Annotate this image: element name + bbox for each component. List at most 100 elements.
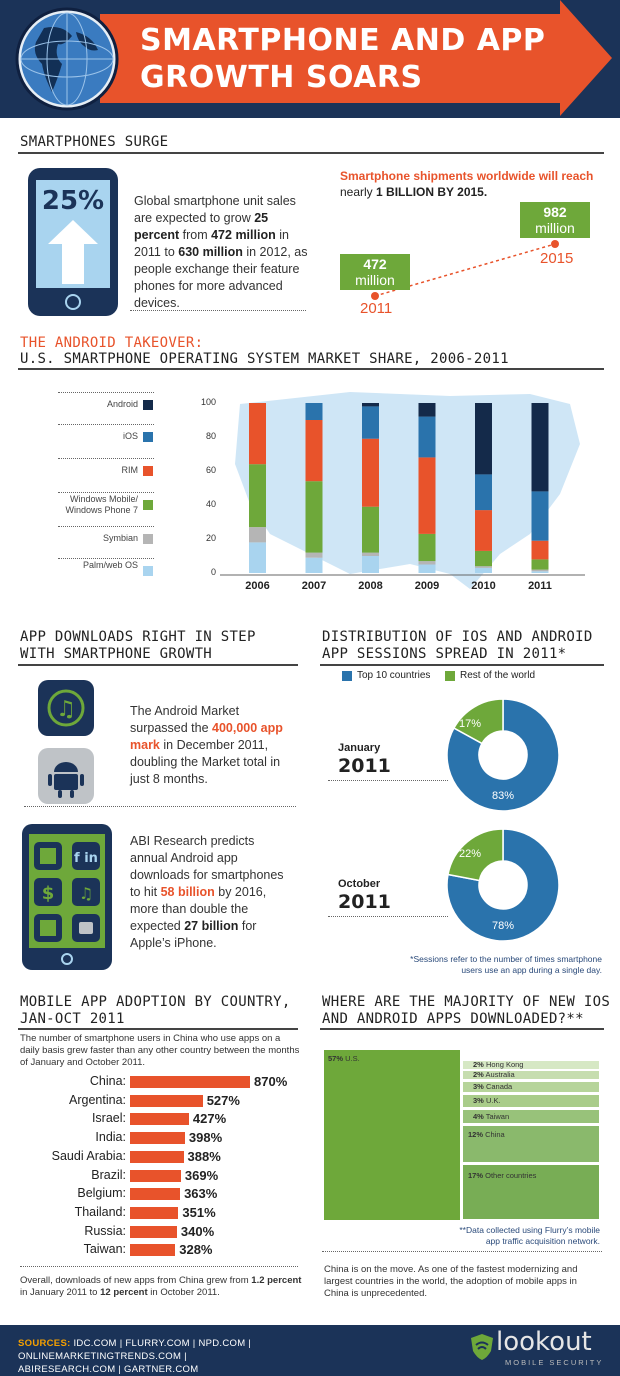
legend-label-top10: Top 10 countries	[357, 670, 431, 681]
svg-text:♫: ♫	[56, 697, 76, 722]
bar-segment-windows	[418, 533, 436, 562]
bar-segment-windows	[362, 506, 379, 553]
section-title-where-2: AND ANDROID APPS DOWNLOADED?**	[322, 1011, 584, 1027]
section-title-distribution-1: DISTRIBUTION OF IOS AND ANDROID	[322, 629, 593, 645]
country-bar	[130, 1113, 189, 1126]
legend-label-rest: Rest of the world	[460, 670, 536, 681]
october-year: 2011	[338, 891, 391, 913]
legend-dotted-rule	[58, 492, 154, 493]
bar-segment-rim	[249, 403, 266, 465]
legend-swatch	[143, 432, 153, 442]
country-pct-label: 388%	[187, 1148, 221, 1164]
section-subtitle-market-share: U.S. SMARTPHONE OPERATING SYSTEM MARKET …	[20, 351, 509, 367]
treemap-cell-australia: 2% Australia	[463, 1070, 599, 1079]
x-tick-label: 2010	[471, 580, 495, 592]
legend-label: Palm/web OS	[82, 560, 138, 570]
donut-october: 22% 78%	[446, 828, 560, 942]
january-label: January	[338, 742, 381, 754]
y-tick-label: 40	[205, 499, 216, 509]
country-label: Taiwan:	[83, 1242, 126, 1257]
treemap-cell-china: 12% China	[463, 1126, 599, 1162]
lookout-logo-text: lookout	[496, 1327, 592, 1357]
treemap-cell-other: 17% Other countries	[463, 1165, 599, 1219]
legend-swatch	[143, 400, 153, 410]
itunes-app-icon: ♫	[38, 680, 94, 736]
section-divider	[18, 664, 298, 666]
dotted-divider	[328, 916, 448, 917]
x-tick-label: 2009	[415, 580, 439, 592]
bar-segment-palmweb	[305, 557, 323, 573]
country-pct-label: 369%	[184, 1167, 219, 1183]
android-market-paragraph: The Android Market surpassed the 400,000…	[130, 704, 283, 786]
bar-segment-palmweb	[418, 564, 436, 573]
bar-segment-windows	[475, 550, 492, 567]
bar-segment-symbian	[305, 552, 323, 558]
value-2011-box: 472 million	[340, 254, 410, 290]
y-tick-label: 60	[205, 465, 216, 475]
country-pct-label: 363%	[184, 1186, 218, 1202]
section-title-android-takeover: THE ANDROID TAKEOVER:	[20, 335, 204, 351]
section-title-adoption-1: MOBILE APP ADOPTION BY COUNTRY,	[20, 994, 291, 1010]
footer: SOURCES: IDC.COM | FLURRY.COM | NPD.COM …	[0, 1325, 620, 1376]
country-label: India:	[95, 1130, 126, 1145]
country-label: Israel:	[91, 1111, 126, 1126]
october-label: October	[338, 878, 381, 890]
section-divider	[320, 664, 604, 666]
legend-dotted-rule	[58, 392, 154, 393]
bar-segment-symbian	[418, 561, 436, 565]
legend-dotted-rule	[58, 558, 154, 559]
x-tick-label: 2011	[528, 580, 552, 592]
country-bar	[130, 1094, 203, 1107]
country-bar	[130, 1169, 181, 1182]
abi-research-paragraph: ABI Research predicts annual Android app…	[130, 834, 284, 950]
january-year: 2011	[338, 755, 391, 777]
title-line-1: SMARTPHONE AND APP	[140, 23, 546, 58]
legend-dotted-rule	[58, 526, 154, 527]
bar-segment-android	[418, 403, 436, 417]
country-label: Brazil:	[91, 1167, 126, 1182]
bar-segment-rim	[475, 510, 492, 551]
android-app-icon	[38, 748, 94, 804]
flurry-footnote: **Data collected using Flurry’s mobile a…	[459, 1225, 600, 1246]
header-banner: SMARTPHONE AND APP GROWTH SOARS	[0, 0, 620, 118]
phone-icon	[28, 168, 118, 316]
y-tick-label: 80	[205, 431, 216, 441]
adoption-intro: The number of smartphone users in China …	[20, 1033, 300, 1068]
country-pct-label: 870%	[254, 1074, 288, 1089]
country-bar	[130, 1150, 184, 1163]
x-tick-label: 2007	[302, 580, 326, 592]
treemap-cell-taiwan: 4% Taiwan	[463, 1110, 599, 1123]
lookout-shield-icon	[471, 1334, 493, 1360]
section-title-distribution-2: APP SESSIONS SPREAD IN 2011*	[322, 646, 567, 662]
country-bar	[130, 1132, 185, 1145]
bar-segment-android	[362, 403, 379, 407]
bar-segment-android	[475, 403, 492, 475]
bar-segment-rim	[362, 438, 379, 507]
phone-percent-label: 25%	[41, 186, 105, 216]
legend-swatch	[143, 500, 153, 510]
smartphone-sales-paragraph: Global smartphone unit sales are expecte…	[134, 194, 308, 310]
bar-segment-symbian	[362, 552, 379, 556]
bar-segment-rim	[531, 540, 549, 560]
dotted-divider	[328, 780, 448, 781]
bar-segment-palmweb	[249, 542, 266, 573]
bar-segment-palmweb	[362, 556, 379, 573]
legend-label: Windows Mobile/ Windows Phone 7	[65, 494, 138, 515]
svg-text:f in: f in	[74, 851, 98, 866]
country-label: China:	[89, 1074, 126, 1088]
country-bar	[130, 1225, 177, 1238]
donut-slice-rest	[452, 698, 504, 745]
section-title-where-1: WHERE ARE THE MAJORITY OF NEW IOS	[322, 994, 611, 1010]
donut-slice-top10	[446, 698, 560, 812]
bar-segment-symbian	[475, 566, 492, 568]
dotted-divider	[322, 1251, 602, 1252]
treemap-cell-canada: 3% Canada	[463, 1082, 599, 1092]
dotted-divider	[20, 1266, 298, 1267]
bar-segment-ios	[305, 403, 323, 420]
svg-text:♫: ♫	[79, 884, 93, 903]
bar-segment-windows	[531, 559, 549, 570]
legend-swatch	[143, 466, 153, 476]
donut-label-rest: 17%	[459, 718, 481, 730]
globe-icon	[15, 7, 119, 111]
